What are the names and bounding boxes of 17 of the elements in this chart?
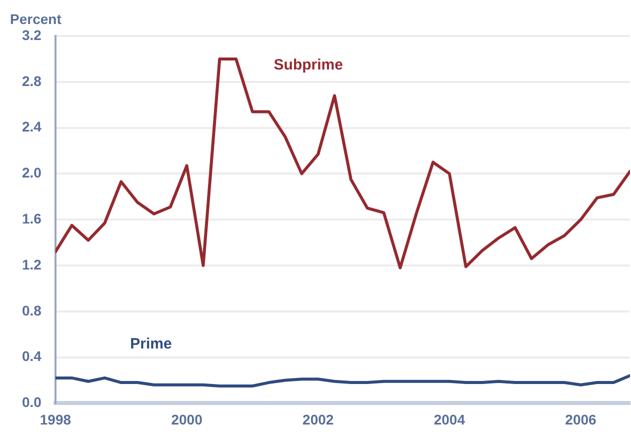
- y-tick-label: 2.8: [22, 72, 42, 89]
- x-tick-label: 2006: [565, 411, 597, 428]
- x-tick-label: 1998: [40, 411, 72, 428]
- y-tick-label: 1.6: [22, 210, 42, 226]
- y-tick-label: 3.2: [22, 26, 42, 43]
- x-tick-label: 2002: [302, 411, 334, 428]
- y-tick-label: 0.0: [22, 394, 42, 410]
- x-tick-label: 2004: [434, 411, 466, 428]
- y-tick-label: 0.4: [22, 348, 42, 364]
- y-tick-label: 1.2: [22, 256, 42, 272]
- y-tick-label: 2.0: [22, 164, 42, 181]
- series-label: Subprime: [274, 56, 343, 74]
- x-tick-label: 2000: [171, 411, 203, 428]
- y-tick-label: 2.4: [22, 118, 42, 135]
- y-axis-title: Percent: [10, 10, 62, 27]
- y-tick-label: 0.8: [22, 302, 42, 318]
- series-label: Prime: [130, 336, 172, 353]
